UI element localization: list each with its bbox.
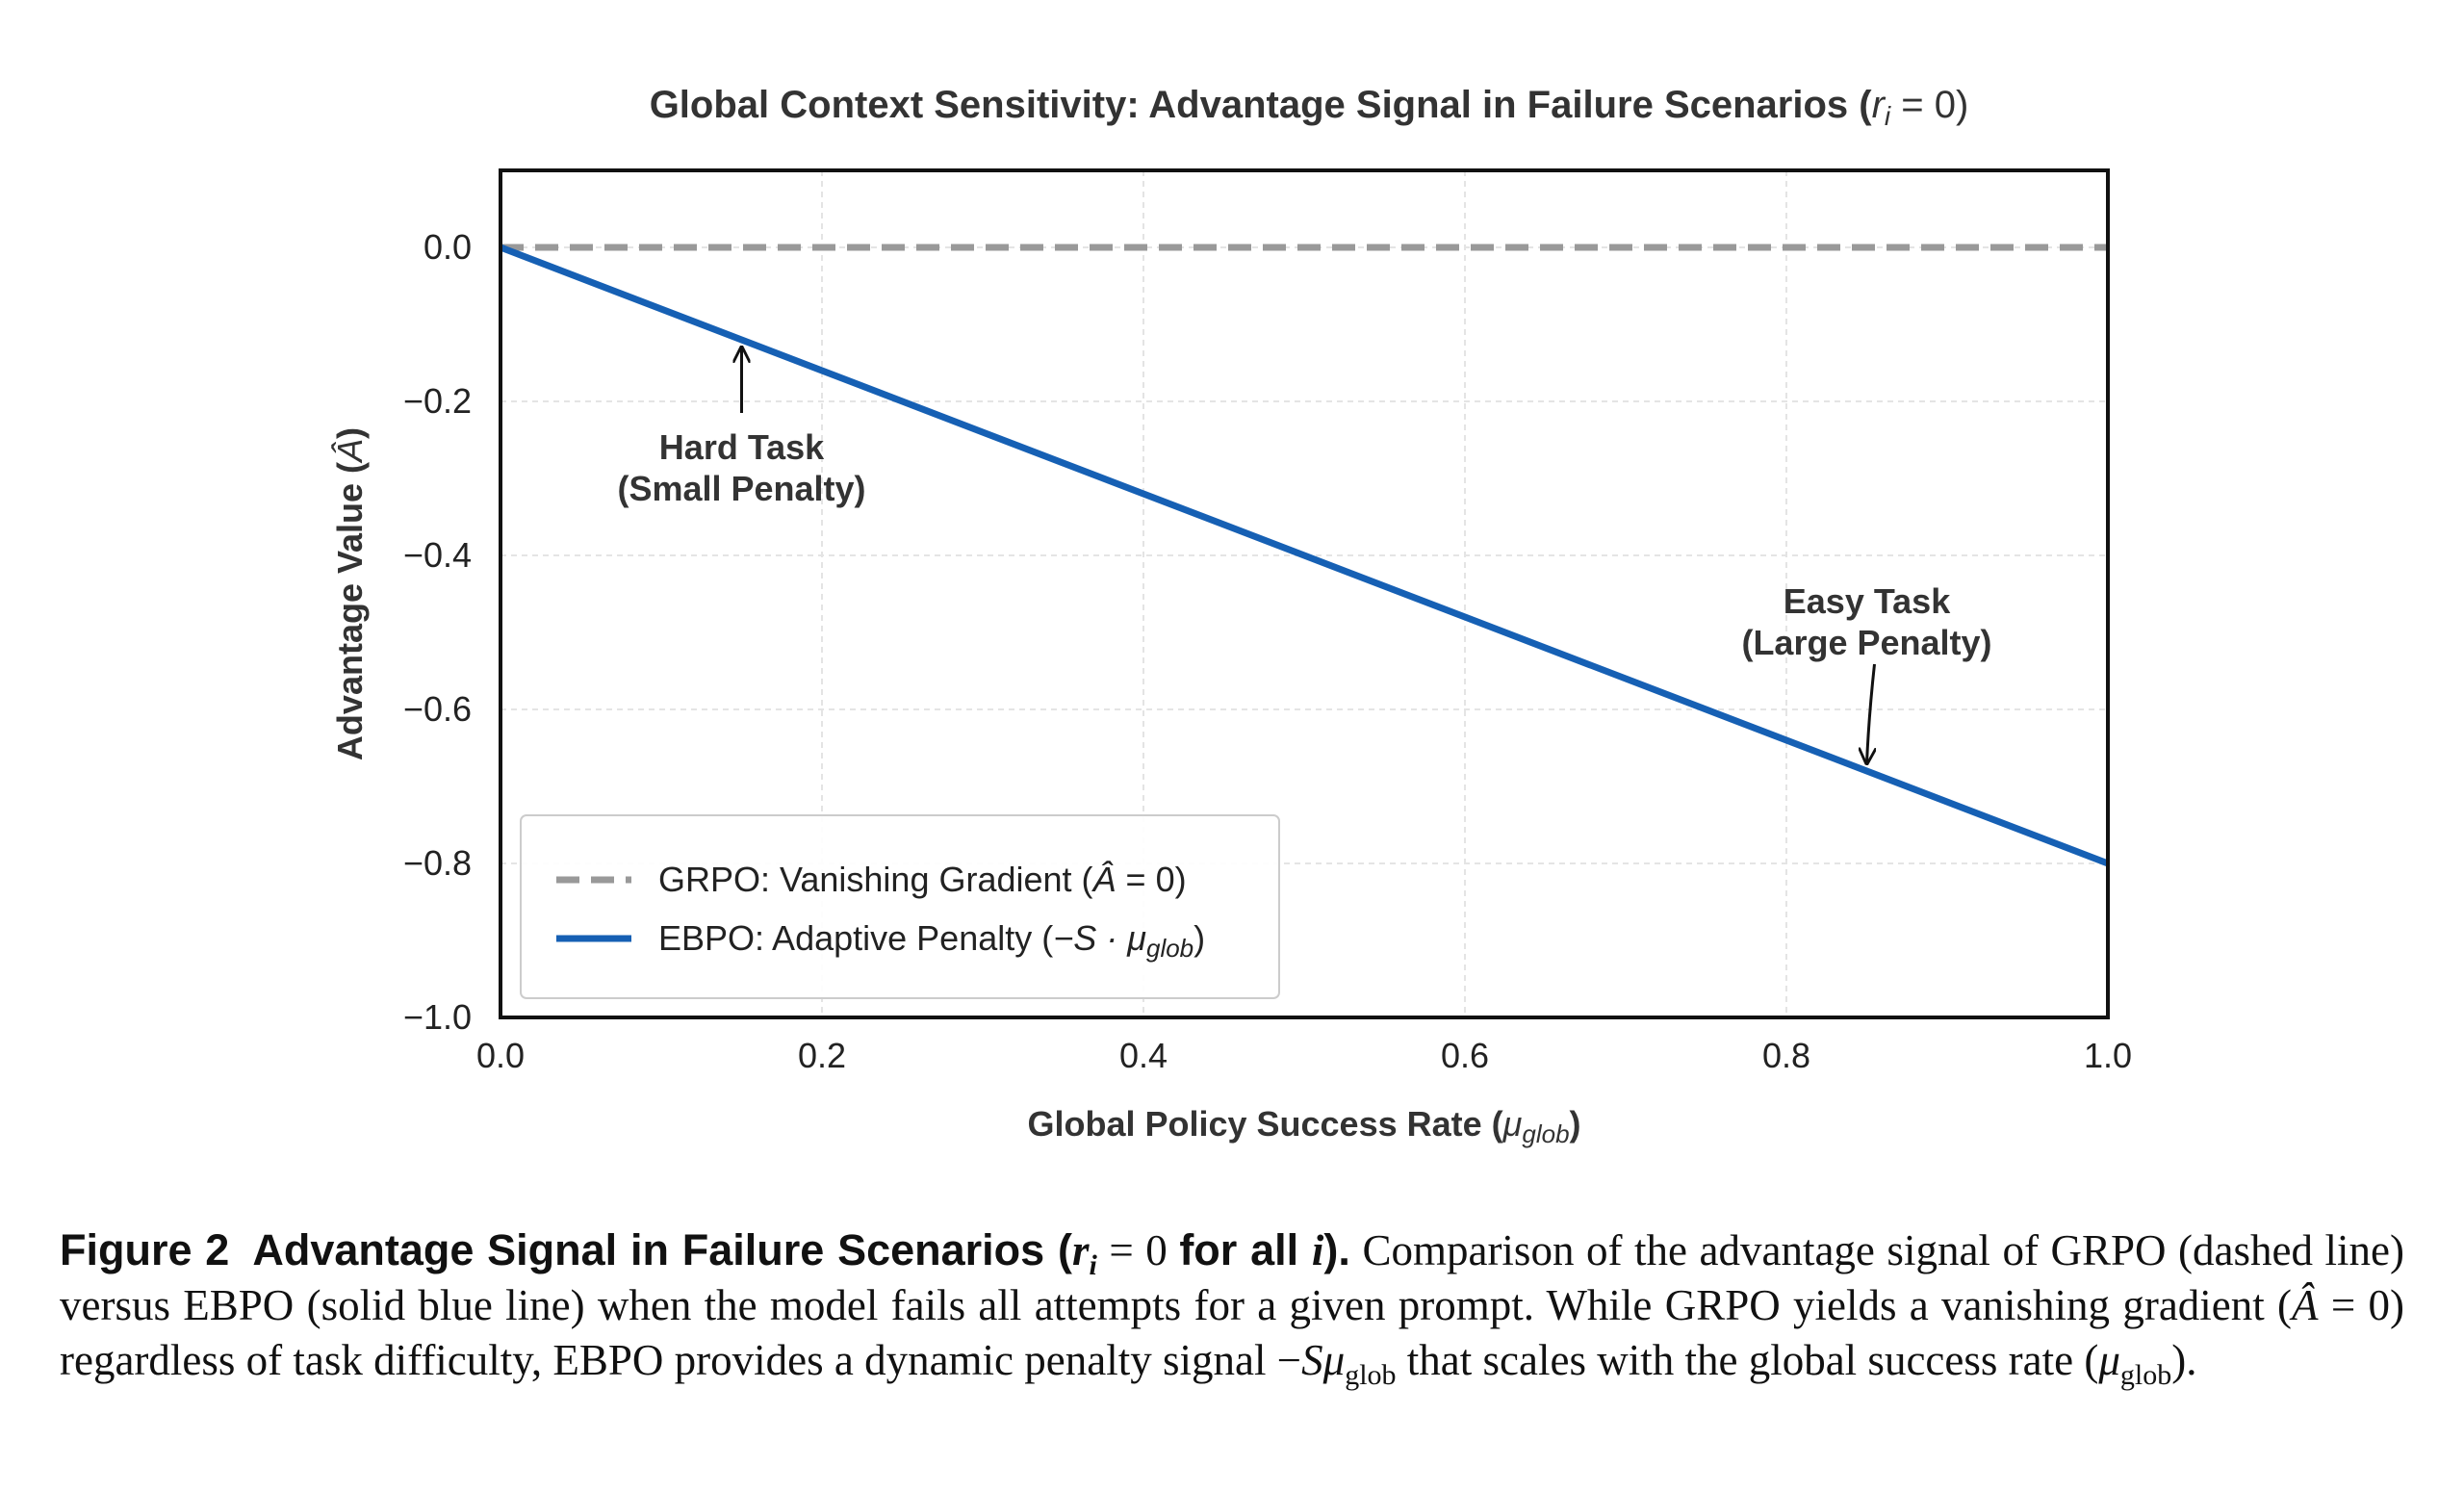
caption-body: Comparison of the advantage signal of GR… <box>60 1226 2404 1391</box>
caption-label: Figure 2 <box>60 1225 230 1274</box>
annotation-arrow-1 <box>1867 663 1875 763</box>
plot-area <box>499 168 2110 1019</box>
legend-label-grpo: GRPO: Vanishing Gradient (Â = 0) <box>658 860 1187 899</box>
annotation-text-0-line-1: (Small Penalty) <box>617 469 865 508</box>
chart-title: Global Context Sensitivity: Advantage Si… <box>650 84 1969 131</box>
y-tick-label: −0.2 <box>403 381 472 421</box>
caption-title: Advantage Signal in Failure Scenarios (r… <box>252 1225 1350 1281</box>
x-tick-label: 0.8 <box>1762 1036 1810 1075</box>
annotations: Hard Task(Small Penalty) Easy Task(Large … <box>617 347 1992 763</box>
y-axis-label: Advantage Value (Â) <box>330 427 370 760</box>
x-tick-label: 0.0 <box>476 1036 525 1075</box>
figure-caption: Figure 2 Advantage Signal in Failure Scen… <box>60 1222 2404 1391</box>
annotation-text-1-line-1: (Large Penalty) <box>1741 623 1991 662</box>
x-tick-label: 1.0 <box>2084 1036 2132 1075</box>
chart: Global Context Sensitivity: Advantage Si… <box>330 84 2132 1148</box>
x-axis-label: Global Policy Success Rate (μglob) <box>1027 1104 1580 1148</box>
y-tick-labels: 0.0 −0.2 −0.4 −0.6 −0.8 −1.0 <box>403 227 472 1037</box>
legend-label-ebpo: EBPO: Adaptive Penalty (−S · μglob) <box>658 918 1205 963</box>
x-tick-label: 0.6 <box>1441 1036 1489 1075</box>
y-tick-label: −0.6 <box>403 689 472 729</box>
x-tick-labels: 0.0 0.2 0.4 0.6 0.8 1.0 <box>476 1036 2132 1075</box>
annotation-text-1-line-0: Easy Task <box>1784 581 1951 621</box>
legend: GRPO: Vanishing Gradient (Â = 0) EBPO: A… <box>520 814 1280 999</box>
x-tick-label: 0.4 <box>1119 1036 1168 1075</box>
y-tick-label: 0.0 <box>424 227 472 267</box>
y-tick-label: −1.0 <box>403 997 472 1037</box>
series-line-ebpo <box>499 244 2110 867</box>
annotation-text-0-line-0: Hard Task <box>659 427 825 467</box>
plot-frame <box>499 168 2110 1019</box>
y-tick-label: −0.8 <box>403 843 472 883</box>
series-layer <box>499 244 2110 867</box>
y-tick-label: −0.4 <box>403 535 472 575</box>
x-tick-label: 0.2 <box>798 1036 846 1075</box>
legend-box <box>520 814 1280 999</box>
